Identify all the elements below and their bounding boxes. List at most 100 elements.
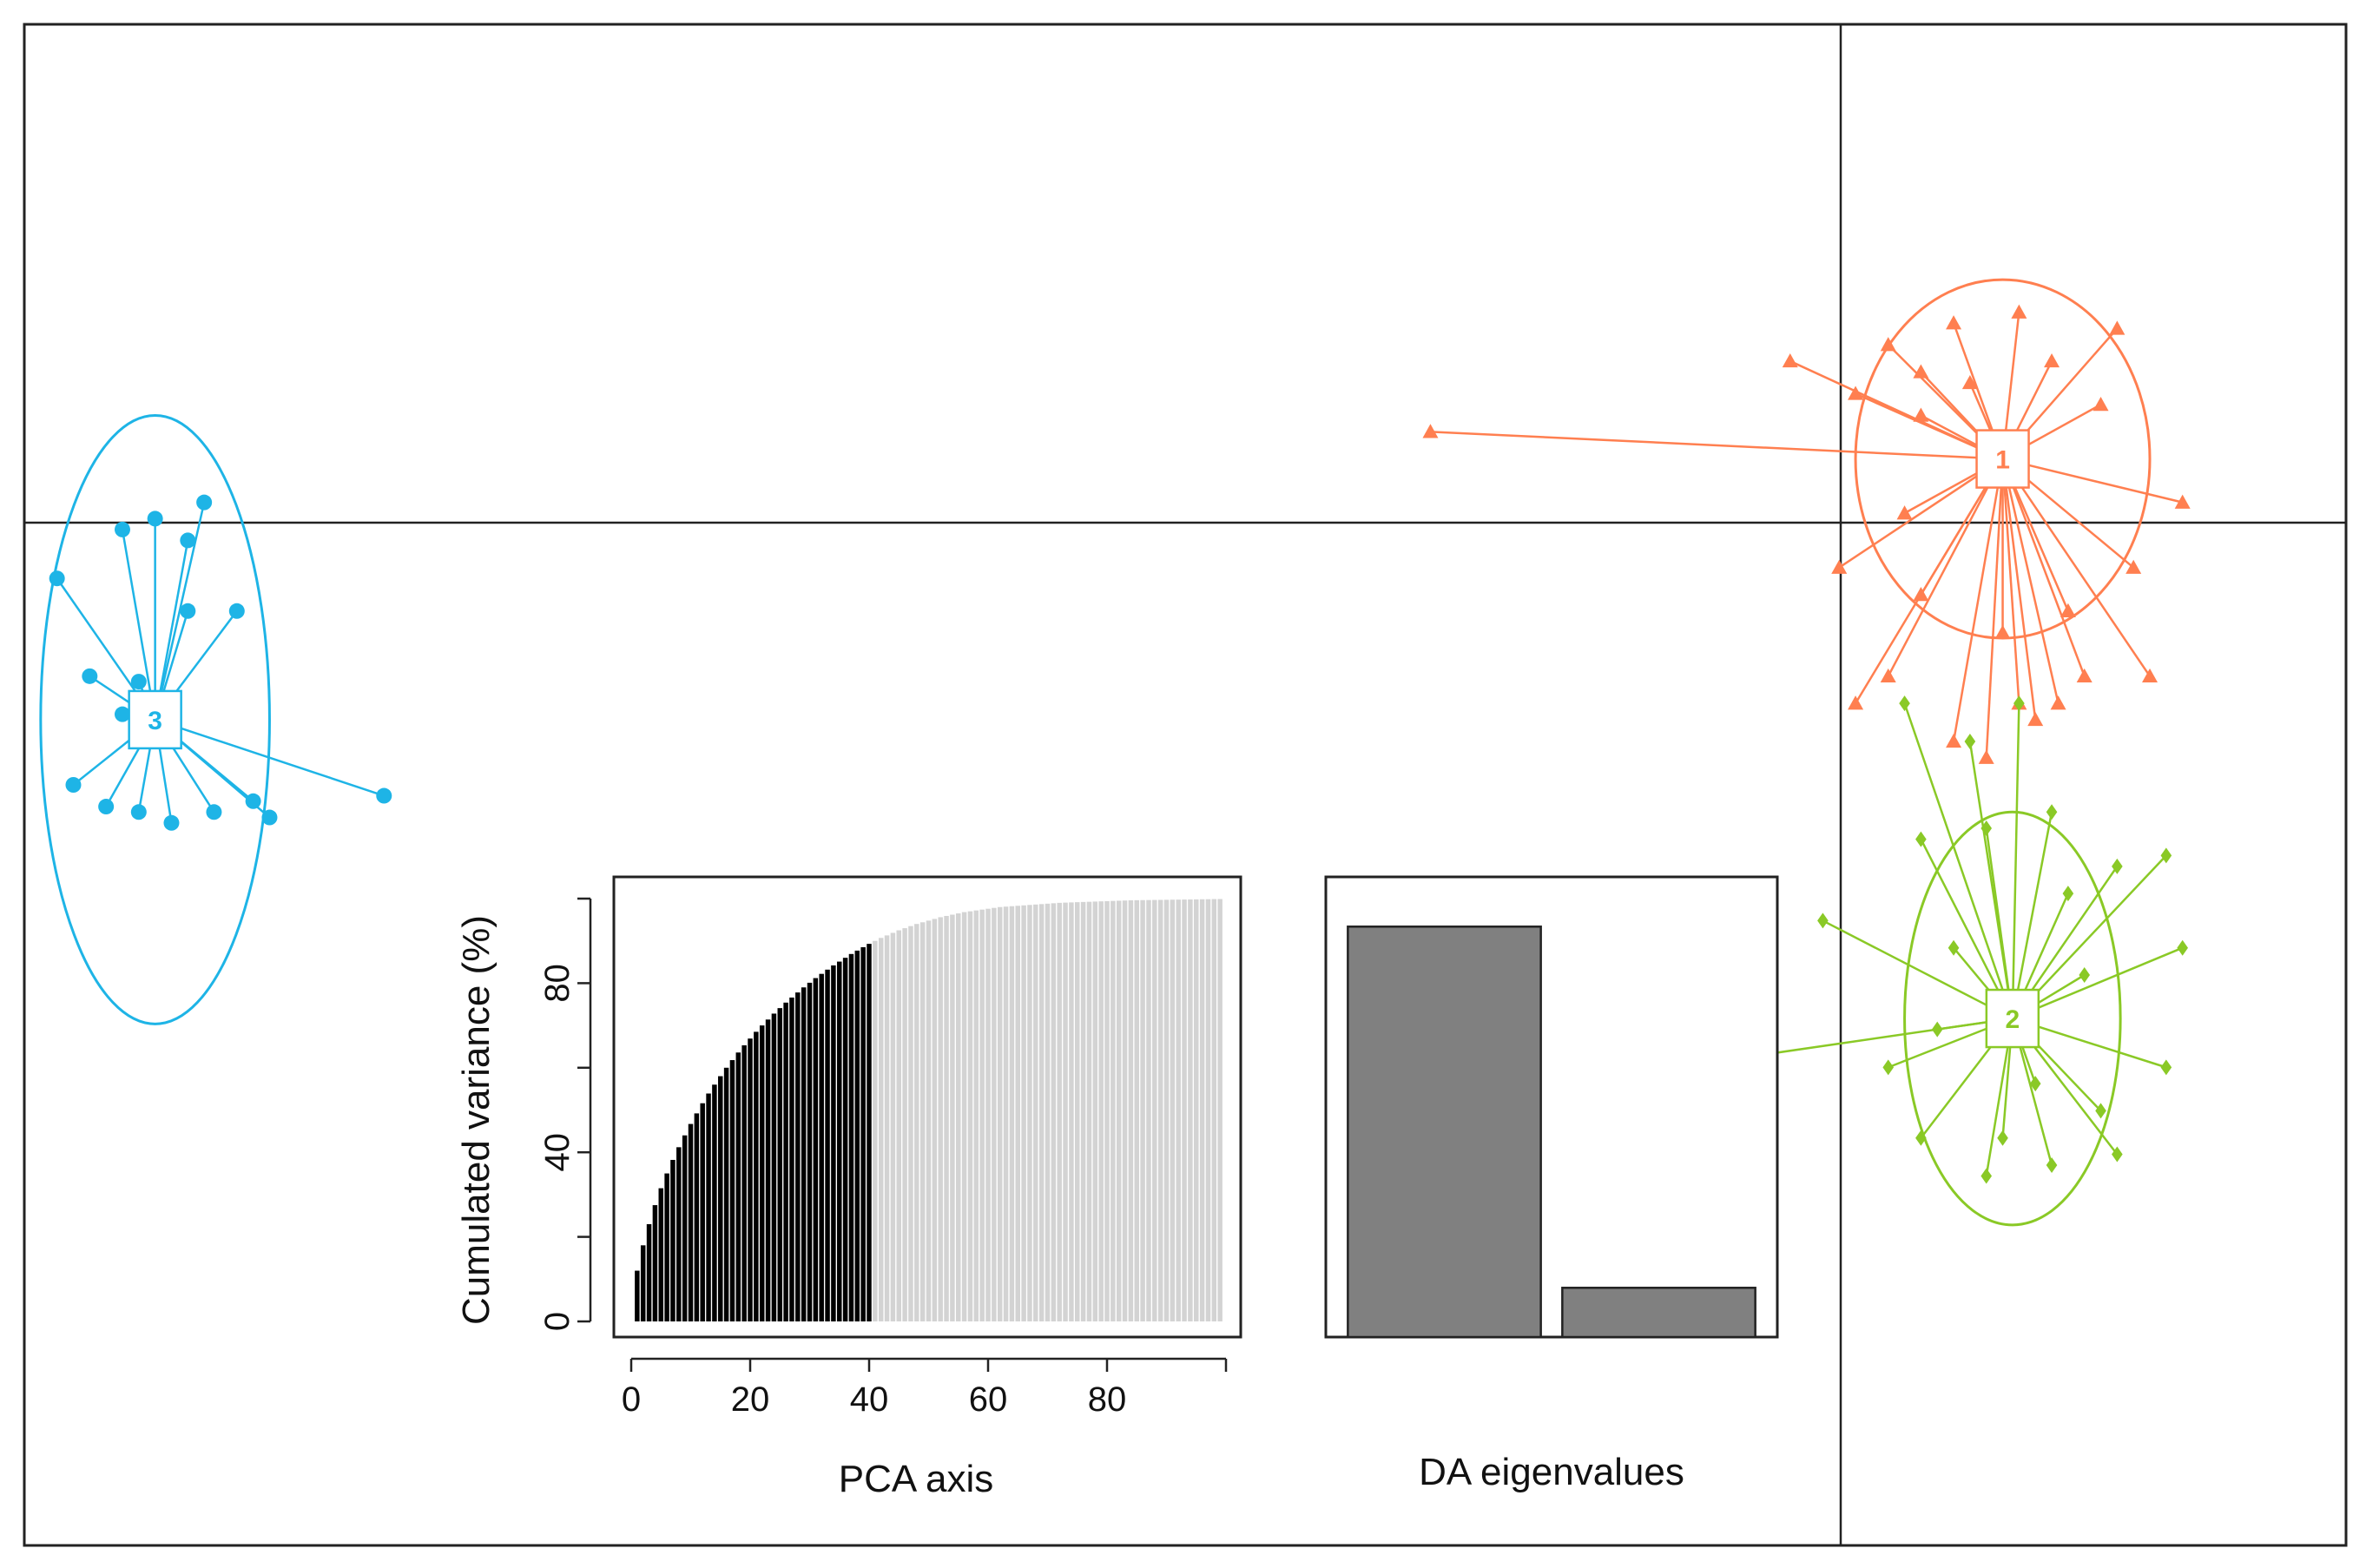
pca-bar (723, 1067, 729, 1321)
group-1-point (1848, 695, 1864, 710)
group-3-point (261, 809, 278, 826)
group-1-spoke (2001, 458, 2060, 704)
pca-x-tick-label: 60 (969, 1380, 1008, 1419)
pca-bar (1051, 903, 1057, 1321)
pca-bar (700, 1103, 705, 1321)
group-2-point (2112, 858, 2123, 874)
pca-bar (735, 1052, 741, 1321)
pca-bar (789, 997, 794, 1321)
group-2-spoke (2011, 812, 2053, 1019)
group-3-point (114, 706, 130, 722)
group-2-point (1882, 1059, 1895, 1076)
pca-y-label: Cumulated variance (%) (455, 915, 498, 1325)
group-1-point (1946, 733, 1962, 748)
group-2-point (1915, 831, 1927, 847)
group-3-point (147, 511, 163, 527)
group-1-point (2060, 603, 2076, 617)
group-2-label-box (1985, 988, 2040, 1049)
group-2-spoke (2011, 703, 2020, 1019)
pca-bar (771, 1013, 777, 1321)
group-2-point (2095, 1103, 2106, 1119)
group-1-point (1831, 559, 1848, 574)
group-1-point (2076, 668, 2092, 683)
group-1-point (1946, 315, 1962, 330)
group-2-point (1817, 912, 1829, 929)
pca-bar (1015, 906, 1020, 1321)
group-1-point (1978, 749, 1994, 764)
group-1-spoke (1838, 458, 2004, 569)
group-2-point (2046, 1157, 2058, 1173)
group-1-point (1422, 424, 1439, 438)
group-1-point (1848, 385, 1864, 400)
da-bar-DA2 (1561, 1287, 1756, 1339)
group-3-point (206, 804, 222, 820)
pca-bar (997, 906, 1003, 1321)
pca-bar (1205, 899, 1211, 1321)
group-3-ellipse (39, 414, 271, 1025)
pca-bar (813, 978, 819, 1321)
pca-bar (985, 908, 991, 1321)
pca-bar (718, 1076, 723, 1321)
group-1-point (2092, 397, 2109, 412)
pca-bar (1157, 899, 1163, 1321)
group-1-point (1961, 374, 1978, 390)
group-2-point (2112, 1146, 2123, 1163)
pca-bar (961, 912, 967, 1321)
pca-bar (825, 969, 830, 1321)
group-1-point (2044, 352, 2060, 368)
pca-bar (902, 928, 907, 1321)
pca-bar (848, 953, 854, 1321)
group-1-spoke (2001, 458, 2086, 677)
pca-bar (1163, 899, 1170, 1321)
group-3-point (130, 674, 147, 690)
pca-bar (890, 932, 896, 1321)
group-1-point (1896, 505, 1913, 520)
group-3-point (163, 814, 180, 831)
pca-bar (646, 1223, 652, 1321)
pca-bar (765, 1019, 771, 1321)
pca-bar (1033, 904, 1038, 1321)
group-3-spoke (155, 718, 385, 797)
group-1-point (2011, 304, 2027, 319)
pca-bar (1069, 902, 1074, 1321)
pca-bar (854, 950, 860, 1321)
group-2-point (2160, 847, 2172, 864)
pca-bar (1170, 899, 1176, 1321)
pca-bar (783, 1002, 788, 1321)
group-3-point (114, 521, 130, 537)
pca-bar (1111, 900, 1116, 1321)
pca-bar (1199, 899, 1205, 1321)
da-inset: DA eigenvalues (1324, 875, 1779, 1493)
pca-bar (801, 987, 807, 1321)
pca-bar (640, 1245, 646, 1321)
pca-bar (1092, 901, 1098, 1321)
pca-bar (1182, 899, 1187, 1321)
group-2-point (2160, 1059, 2172, 1076)
pca-bar (831, 965, 836, 1321)
group-1-point (1880, 668, 1896, 683)
pca-bar (1211, 899, 1217, 1321)
pca-y-ticks: 0 40 80 (538, 897, 592, 1331)
group-3-point (180, 532, 196, 549)
group-2-point (1997, 1130, 2008, 1146)
pca-x-tick-label: 0 (622, 1380, 641, 1419)
pca-bar (676, 1147, 682, 1321)
group-1-point (2142, 668, 2158, 683)
pca-bar (956, 913, 961, 1321)
pca-bar (694, 1113, 700, 1321)
group-1-point (1994, 624, 2011, 639)
group-1-point (2174, 494, 2191, 509)
pca-bar (1152, 899, 1157, 1321)
group-3-label: 3 (148, 707, 162, 735)
pca-bar (1027, 905, 1032, 1321)
pca-bar (777, 1008, 782, 1321)
group-3-point (82, 668, 98, 684)
pca-bar (759, 1025, 765, 1321)
pca-bar (908, 926, 913, 1321)
pca-x-tick-label: 40 (850, 1380, 889, 1419)
pca-bar (712, 1084, 717, 1321)
pca-bar (1021, 905, 1026, 1321)
group-3-point (65, 777, 82, 793)
group-2-point (1948, 939, 1960, 956)
